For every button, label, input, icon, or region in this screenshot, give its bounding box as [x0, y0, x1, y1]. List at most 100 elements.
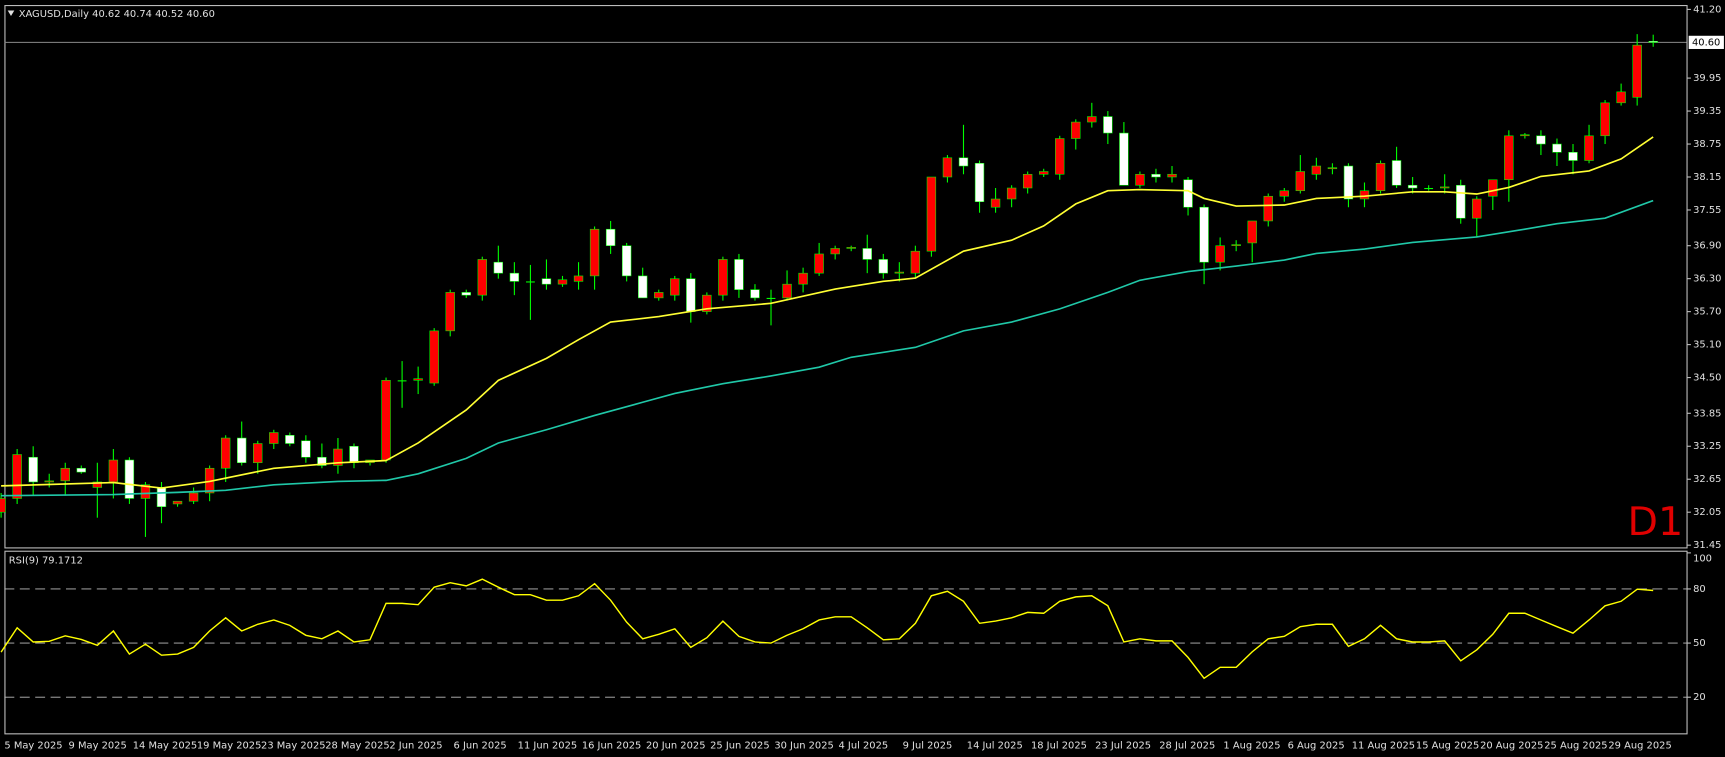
moving-average — [1, 199, 1654, 497]
y-tick-label: 32.05 — [1693, 507, 1721, 518]
candle-body — [1407, 184, 1418, 189]
rsi-title: RSI(9) 79.1712 — [9, 556, 83, 567]
candle-body — [108, 459, 119, 483]
candle-body — [28, 456, 38, 483]
candle-body — [1359, 190, 1370, 200]
y-tick-label: 35.10 — [1693, 340, 1721, 351]
y-tick-label: 34.50 — [1693, 373, 1721, 384]
candle-body — [44, 480, 54, 483]
candle-body — [1536, 135, 1546, 145]
y-tick-label: 36.30 — [1693, 274, 1721, 285]
y-tick-label: 33.85 — [1693, 408, 1721, 419]
candle-body — [0, 498, 6, 513]
x-tick-label: 28 Jul 2025 — [1159, 740, 1215, 751]
candle-body — [1600, 102, 1610, 137]
candle-body — [1231, 244, 1241, 246]
candle-body — [1391, 160, 1402, 186]
candle-body — [990, 198, 1001, 208]
candle-body — [1568, 152, 1578, 161]
candle-body — [1520, 134, 1530, 137]
candle-body — [333, 448, 343, 466]
candle-body — [1247, 220, 1257, 244]
y-tick-label: 31.45 — [1693, 540, 1721, 551]
candle-body — [1488, 179, 1498, 197]
y-tick-label: 35.70 — [1693, 307, 1721, 318]
x-tick-label: 11 Aug 2025 — [1352, 740, 1415, 751]
candle-body — [1151, 173, 1161, 178]
candle-body — [718, 259, 728, 296]
candle-body — [702, 294, 712, 312]
candle-body — [269, 432, 279, 444]
x-tick-label: 2 Jun 2025 — [389, 740, 442, 751]
y-tick-label: 38.75 — [1693, 139, 1721, 150]
candle-body — [253, 443, 263, 464]
candle-body — [1103, 116, 1113, 134]
candle-body — [156, 487, 167, 507]
y-tick-label: 37.55 — [1693, 205, 1721, 216]
x-tick-label: 20 Jun 2025 — [646, 740, 706, 751]
candle-body — [1343, 165, 1354, 200]
candle-body — [974, 162, 985, 203]
candle-body — [76, 467, 86, 473]
rsi-line — [0, 578, 1654, 680]
candle-body — [1039, 171, 1049, 175]
x-tick-label: 9 May 2025 — [69, 740, 127, 751]
y-tick-label: 39.35 — [1693, 106, 1721, 117]
y-tick-label: 33.25 — [1693, 441, 1721, 452]
candle-body — [894, 271, 905, 274]
candle-body — [814, 253, 824, 274]
y-tick-label: 100 — [1693, 553, 1712, 564]
candle-body — [1263, 195, 1273, 222]
candle-body — [782, 283, 792, 299]
candle-body — [413, 378, 423, 381]
candle-body — [188, 492, 199, 502]
y-tick-label: 20 — [1693, 692, 1706, 703]
candle-body — [830, 248, 840, 255]
timeframe-label: D1 — [1628, 499, 1684, 545]
x-tick-label: 14 May 2025 — [133, 740, 198, 751]
candle-body — [429, 330, 439, 384]
last-price-box — [1688, 35, 1724, 49]
candle-body — [349, 445, 359, 464]
x-tick-label: 5 May 2025 — [4, 740, 62, 751]
x-tick-label: 30 Jun 2025 — [774, 740, 834, 751]
candle-body — [1616, 91, 1626, 104]
candle-body — [172, 500, 183, 505]
candle-body — [397, 380, 407, 382]
candle-body — [654, 292, 664, 299]
y-tick-label: 50 — [1693, 638, 1706, 649]
x-tick-label: 25 Jun 2025 — [710, 740, 770, 751]
x-tick-label: 4 Jul 2025 — [838, 740, 888, 751]
candle-body — [573, 275, 584, 282]
x-tick-label: 23 May 2025 — [261, 740, 326, 751]
moving-average — [1, 136, 1654, 489]
y-tick-label: 32.65 — [1693, 474, 1721, 485]
x-tick-label: 29 Aug 2025 — [1608, 740, 1671, 751]
candle-body — [1022, 173, 1033, 189]
candle-body — [1199, 206, 1209, 263]
candle-body — [1006, 187, 1017, 200]
candle-body — [1167, 173, 1177, 178]
x-tick-label: 19 May 2025 — [197, 740, 262, 751]
candle-body — [1424, 187, 1434, 190]
candle-body — [589, 228, 600, 277]
candle-body — [220, 437, 231, 469]
candle-body — [301, 440, 311, 458]
candle-body — [493, 261, 504, 274]
candle-body — [1327, 167, 1338, 170]
candle-body — [12, 454, 22, 499]
x-tick-label: 9 Jul 2025 — [903, 740, 953, 751]
candle-body — [1375, 162, 1386, 192]
candle-body — [621, 245, 632, 277]
candle-body — [445, 292, 455, 332]
candle-body — [1504, 135, 1514, 181]
candle-body — [750, 289, 760, 299]
candle-body — [910, 250, 921, 274]
x-tick-label: 6 Aug 2025 — [1288, 740, 1345, 751]
x-tick-label: 18 Jul 2025 — [1031, 740, 1087, 751]
candle-body — [734, 259, 744, 290]
x-tick-label: 28 May 2025 — [325, 740, 390, 751]
candle-body — [381, 380, 391, 461]
menu-arrow[interactable] — [7, 10, 15, 17]
